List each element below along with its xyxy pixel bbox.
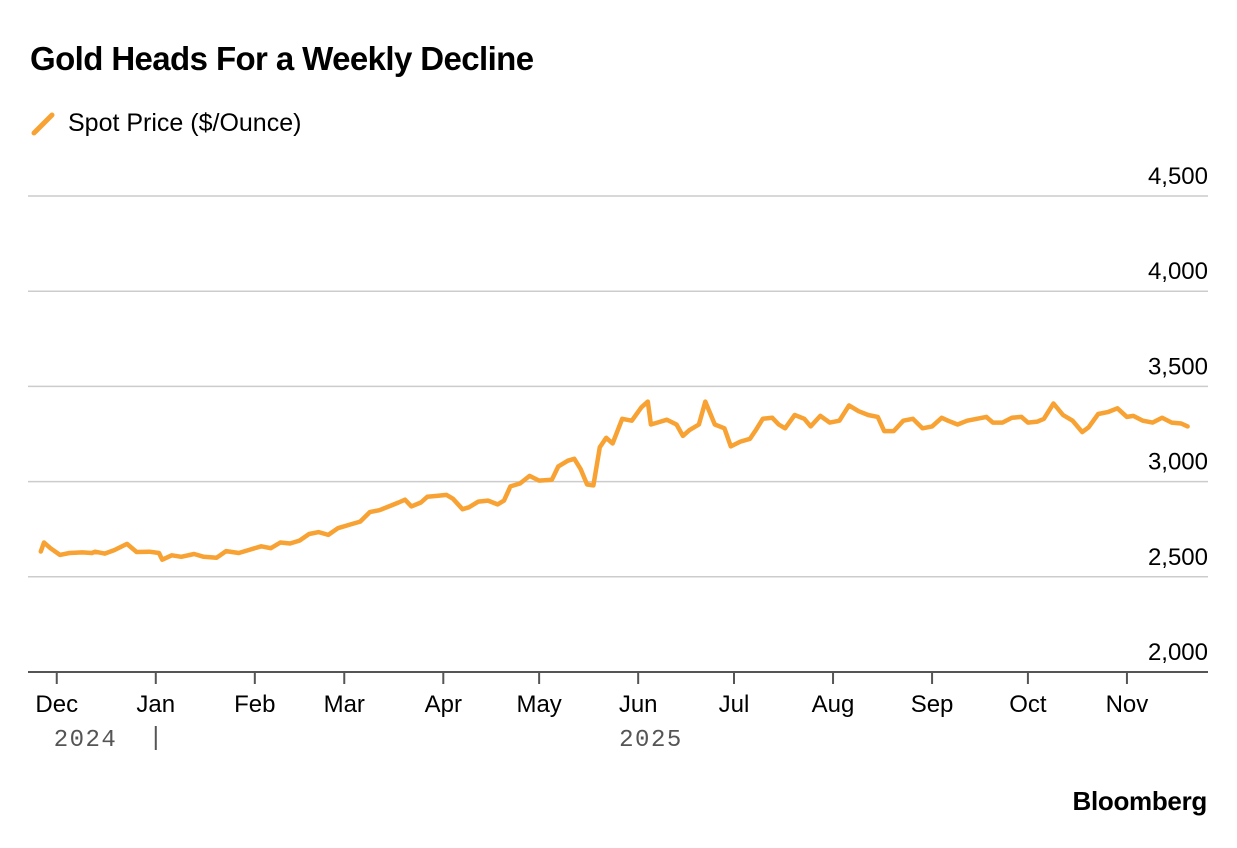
gridlines	[28, 195, 1208, 673]
x-tick-label: Jul	[719, 691, 750, 718]
y-tick-label: 4,000	[1148, 258, 1208, 285]
series-layer	[38, 399, 1190, 562]
y-tick-label: 3,000	[1148, 449, 1208, 476]
y-tick-label: 2,500	[1148, 544, 1208, 571]
y-tick-label: 4,500	[1148, 163, 1208, 190]
x-axis: Dec Jan Feb Mar Apr May Jun Jul Aug Sep Oct Nov 2024…	[35, 672, 1148, 754]
x-tick-label: Apr	[425, 691, 462, 718]
x-tick-label: May	[516, 691, 561, 718]
x-tick-label: Mar	[324, 691, 365, 718]
x-tick-label: Jun	[619, 691, 658, 718]
x-tick-label: Oct	[1009, 691, 1047, 718]
x-tick-label: Aug	[812, 691, 855, 718]
year-label: 2024	[54, 727, 118, 754]
legend-label: Spot Price ($/Ounce)	[68, 108, 302, 137]
x-tick-label: Jan	[136, 691, 175, 718]
x-tick-label: Feb	[234, 691, 275, 718]
series-line-spot-price	[38, 399, 1190, 562]
legend-swatch-icon	[31, 112, 55, 136]
chart-title: Gold Heads For a Weekly Decline	[30, 40, 534, 77]
legend: Spot Price ($/Ounce)	[30, 106, 301, 140]
x-tick-label: Sep	[911, 691, 954, 718]
source-credit: Bloomberg	[1072, 786, 1207, 816]
y-axis-labels: 4,500 4,000 3,500 3,000 2,500 2,000	[1148, 163, 1208, 666]
x-tick-label: Dec	[35, 691, 78, 718]
y-tick-label: 3,500	[1148, 353, 1208, 380]
y-tick-label: 2,000	[1148, 639, 1208, 666]
year-label: 2025	[619, 727, 683, 754]
x-tick-label: Nov	[1106, 691, 1149, 718]
